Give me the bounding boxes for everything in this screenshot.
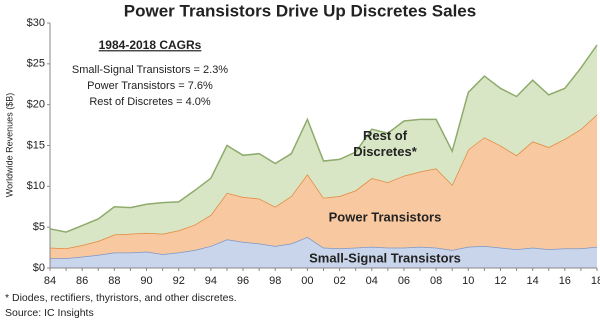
x-tick-label: 16 xyxy=(559,275,571,287)
x-tick-label: 84 xyxy=(44,275,56,287)
x-tick-label: 00 xyxy=(301,275,313,287)
area-edge xyxy=(49,44,598,233)
x-tick-label: 14 xyxy=(527,275,539,287)
x-tick-label: 98 xyxy=(269,275,281,287)
x-tick-label: 10 xyxy=(462,275,474,287)
y-axis-label: Worldwide Revenues ($B) xyxy=(4,93,14,197)
source: Source: IC Insights xyxy=(5,307,94,319)
x-tick-label: 12 xyxy=(494,275,506,287)
x-tick-label: 18 xyxy=(591,275,600,287)
y-tick-label: $5 xyxy=(33,221,45,233)
area xyxy=(50,45,597,249)
y-tick-label: $15 xyxy=(27,139,45,151)
area-label: Rest of Discretes* xyxy=(353,128,417,159)
annotation: Rest of Discretes = 4.0% xyxy=(89,96,211,108)
y-tick-label: $20 xyxy=(27,99,45,111)
x-tick-label: 06 xyxy=(398,275,410,287)
annotation: Small-Signal Transistors = 2.3% xyxy=(72,64,228,76)
x-tick-label: 86 xyxy=(76,275,88,287)
x-tick-label: 04 xyxy=(366,275,378,287)
x-tick-label: 88 xyxy=(108,275,120,287)
x-tick-label: 90 xyxy=(140,275,152,287)
x-tick-label: 96 xyxy=(237,275,249,287)
annotation: Power Transistors = 7.6% xyxy=(87,80,213,92)
x-tick-label: 02 xyxy=(333,275,345,287)
area xyxy=(50,236,597,268)
y-tick-label: $30 xyxy=(27,17,45,29)
x-tick-label: 92 xyxy=(173,275,185,287)
x-tick-label: 94 xyxy=(205,275,217,287)
area-label: Power Transistors xyxy=(329,209,442,224)
y-tick-label: $10 xyxy=(27,180,45,192)
y-tick-label: $0 xyxy=(33,262,45,274)
footnote: * Diodes, rectifiers, thyristors, and ot… xyxy=(5,292,237,304)
x-tick-label: 08 xyxy=(430,275,442,287)
annotation-heading: 1984-2018 CAGRs xyxy=(99,38,202,52)
area xyxy=(50,114,597,259)
area-label: Small-Signal Transistors xyxy=(309,250,461,265)
chart-title: Power Transistors Drive Up Discretes Sal… xyxy=(124,1,476,20)
y-tick-label: $25 xyxy=(27,58,45,70)
